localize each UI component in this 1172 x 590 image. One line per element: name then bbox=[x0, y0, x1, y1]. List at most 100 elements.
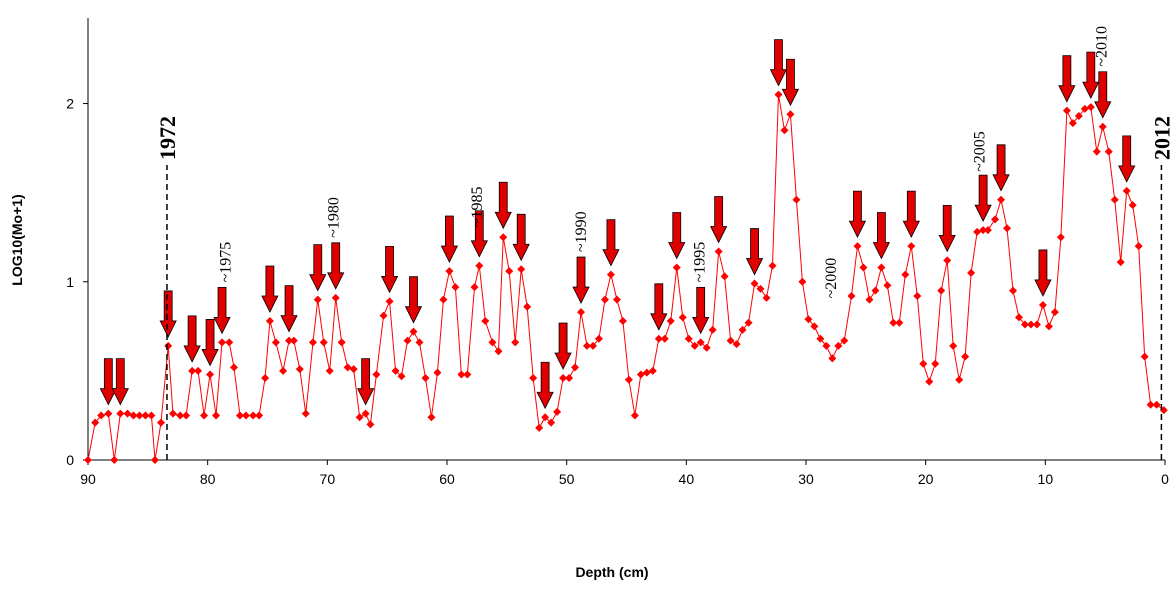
arrow bbox=[1094, 71, 1112, 119]
data-point bbox=[901, 270, 910, 279]
arrow bbox=[159, 290, 177, 338]
data-point bbox=[720, 272, 729, 281]
arrow bbox=[213, 286, 231, 335]
data-point bbox=[810, 322, 819, 331]
data-point bbox=[588, 341, 597, 350]
reference-label: 2012 bbox=[1149, 116, 1172, 160]
annotation: ~2005 bbox=[972, 131, 989, 172]
data-point bbox=[553, 407, 562, 416]
data-point bbox=[726, 336, 735, 345]
data-point bbox=[660, 334, 669, 343]
data-point bbox=[913, 292, 922, 301]
data-point bbox=[285, 336, 294, 345]
data-point bbox=[600, 295, 609, 304]
data-point bbox=[313, 295, 322, 304]
data-point bbox=[624, 375, 633, 384]
data-point bbox=[164, 341, 173, 350]
arrow bbox=[692, 286, 710, 335]
data-point bbox=[756, 284, 765, 293]
data-point bbox=[583, 341, 592, 350]
data-point bbox=[750, 279, 759, 288]
data-point bbox=[636, 370, 645, 379]
data-point bbox=[1122, 186, 1131, 195]
data-point bbox=[1062, 106, 1071, 115]
arrow bbox=[470, 210, 488, 258]
arrow bbox=[769, 39, 788, 87]
arrow bbox=[974, 174, 992, 222]
data-point bbox=[463, 370, 472, 379]
x-tick-label: 0 bbox=[1161, 471, 1169, 487]
arrow bbox=[536, 361, 554, 410]
y-tick-label: 2 bbox=[66, 96, 74, 112]
x-tick-label: 40 bbox=[679, 471, 695, 487]
data-point bbox=[91, 418, 100, 427]
x-tick-label: 20 bbox=[918, 471, 934, 487]
data-point bbox=[714, 247, 723, 256]
data-point bbox=[1134, 242, 1143, 251]
data-point bbox=[116, 409, 125, 418]
data-point bbox=[907, 242, 916, 251]
data-point bbox=[279, 366, 288, 375]
data-point bbox=[642, 368, 651, 377]
arrow bbox=[280, 285, 298, 333]
data-point bbox=[577, 308, 586, 317]
data-point bbox=[200, 411, 209, 420]
data-point bbox=[559, 374, 568, 383]
x-tick-label: 10 bbox=[1038, 471, 1054, 487]
data-point bbox=[859, 263, 868, 272]
data-point bbox=[606, 270, 615, 279]
data-point bbox=[877, 263, 886, 272]
data-point bbox=[110, 456, 119, 464]
data-point bbox=[289, 336, 298, 345]
x-tick-label: 80 bbox=[200, 471, 216, 487]
data-point bbox=[212, 411, 221, 420]
data-point bbox=[961, 352, 970, 361]
data-point bbox=[308, 338, 317, 347]
data-point bbox=[895, 318, 904, 327]
data-point bbox=[265, 316, 274, 325]
arrow bbox=[380, 245, 399, 294]
data-point bbox=[696, 338, 705, 347]
data-point bbox=[141, 411, 150, 420]
annotation: ~1990 bbox=[573, 211, 590, 252]
data-point bbox=[708, 325, 717, 334]
arrow bbox=[1118, 135, 1136, 183]
data-point bbox=[235, 411, 244, 420]
arrow bbox=[1034, 249, 1052, 297]
data-point bbox=[684, 334, 693, 343]
data-point bbox=[517, 265, 526, 274]
data-point bbox=[834, 341, 843, 350]
data-point bbox=[979, 226, 988, 235]
data-point bbox=[678, 313, 687, 322]
arrow bbox=[512, 213, 530, 262]
data-point bbox=[847, 292, 856, 301]
data-point bbox=[1038, 300, 1047, 309]
data-point bbox=[822, 341, 831, 350]
data-point bbox=[301, 409, 310, 418]
data-point bbox=[331, 293, 340, 302]
annotation: ~1995 bbox=[691, 242, 708, 283]
annotation: ~1975 bbox=[218, 242, 235, 283]
data-point bbox=[415, 338, 424, 347]
y-tick-label: 0 bbox=[66, 452, 74, 468]
data-point bbox=[366, 420, 375, 429]
data-point bbox=[1050, 308, 1059, 317]
annotation: ~2010 bbox=[1094, 26, 1111, 67]
data-point bbox=[1152, 400, 1161, 409]
data-point bbox=[1110, 195, 1119, 204]
data-point bbox=[612, 295, 621, 304]
data-point bbox=[319, 338, 328, 347]
data-point bbox=[925, 377, 934, 386]
x-axis-title: Depth (cm) bbox=[575, 564, 648, 580]
data-point bbox=[618, 316, 627, 325]
data-point bbox=[1068, 119, 1077, 128]
arrow bbox=[1058, 55, 1076, 103]
annotation: ~1985 bbox=[469, 186, 486, 227]
data-point bbox=[1080, 104, 1089, 113]
data-point bbox=[523, 302, 532, 311]
data-point bbox=[194, 366, 203, 375]
arrow bbox=[440, 215, 459, 263]
data-point bbox=[792, 195, 801, 204]
